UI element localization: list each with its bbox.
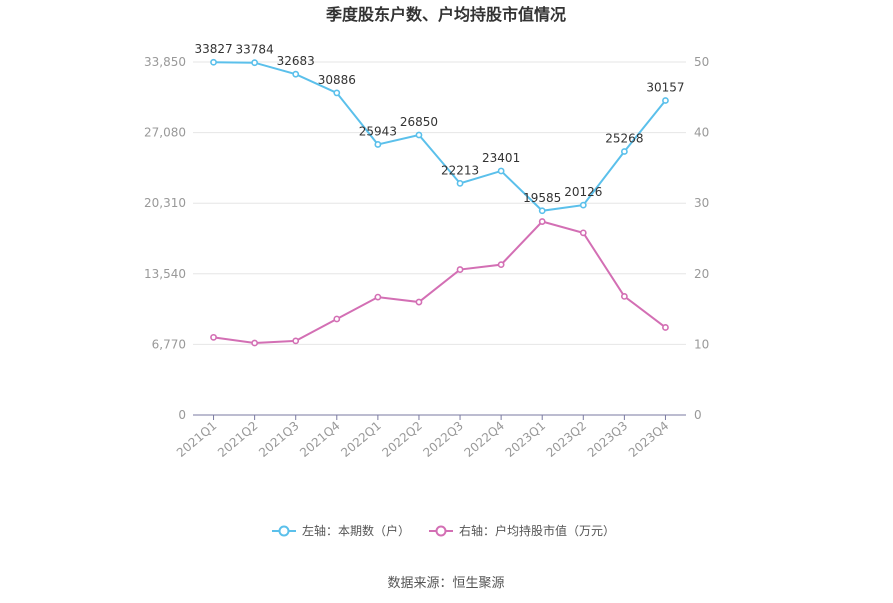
series-point-1[interactable] xyxy=(662,97,669,104)
series-point-2[interactable] xyxy=(374,293,382,301)
x-tick-label: 2023Q1 xyxy=(503,419,548,460)
data-label: 22213 xyxy=(441,163,479,177)
x-tick-label: 2022Q4 xyxy=(462,419,507,460)
y-left-tick-label: 27,080 xyxy=(144,126,186,140)
series-point-1[interactable] xyxy=(620,148,628,155)
series-point-1[interactable] xyxy=(333,89,341,97)
y-right-tick-label: 50 xyxy=(694,55,709,69)
x-tick-label: 2023Q3 xyxy=(585,419,630,460)
series-point-1[interactable] xyxy=(251,59,259,67)
legend-item-1[interactable]: 左轴：本期数（户） xyxy=(302,523,410,538)
y-right-tick-label: 0 xyxy=(694,408,702,422)
series-point-1[interactable] xyxy=(538,207,546,215)
x-tick-label: 2022Q3 xyxy=(420,419,465,460)
data-label: 19585 xyxy=(523,191,561,205)
x-tick-label: 2022Q1 xyxy=(338,419,383,460)
data-label: 30157 xyxy=(646,81,684,95)
source-note: 数据来源：恒生聚源 xyxy=(387,576,504,591)
x-tick-label: 2021Q4 xyxy=(297,419,342,460)
series-point-2[interactable] xyxy=(210,333,217,341)
series-point-1[interactable] xyxy=(497,167,505,175)
data-label: 33827 xyxy=(194,42,232,56)
x-tick-label: 2022Q2 xyxy=(379,419,424,460)
y-right-tick-label: 10 xyxy=(694,337,709,351)
series-point-2[interactable] xyxy=(415,298,423,306)
data-label: 30886 xyxy=(318,73,356,87)
series-point-2[interactable] xyxy=(620,292,628,300)
series-line-1 xyxy=(213,61,667,212)
series-point-2[interactable] xyxy=(251,339,259,347)
data-label: 20126 xyxy=(564,185,602,199)
legend: 左轴：本期数（户） 右轴：户均持股市值（万元） xyxy=(272,523,615,538)
series-point-2[interactable] xyxy=(456,266,464,273)
series-point-1[interactable] xyxy=(292,70,300,78)
chart-title: 季度股东户数、户均持股市值情况 xyxy=(325,5,566,24)
grid-lines xyxy=(193,61,686,345)
y-left-tick-label: 6,770 xyxy=(152,337,186,351)
x-tick-label: 2021Q1 xyxy=(174,419,219,460)
legend-marker xyxy=(435,525,447,537)
y-left-tick-label: 13,540 xyxy=(144,267,186,281)
x-tick-label: 2021Q2 xyxy=(215,419,260,460)
x-tick-label: 2021Q3 xyxy=(256,419,301,460)
series-point-2[interactable] xyxy=(292,337,300,345)
series-point-2[interactable] xyxy=(538,218,546,225)
legend-item-2[interactable]: 右轴：户均持股市值（万元） xyxy=(459,523,615,538)
series-point-1[interactable] xyxy=(579,201,587,209)
series-point-2[interactable] xyxy=(662,324,669,331)
y-left-tick-label: 20,310 xyxy=(144,196,186,210)
y-left-tick-label: 0 xyxy=(178,408,186,422)
data-label: 32683 xyxy=(277,54,315,68)
data-label: 25943 xyxy=(359,124,397,138)
y-right-tick-label: 20 xyxy=(694,267,709,281)
y-right-tick-label: 30 xyxy=(694,196,709,210)
series-point-1[interactable] xyxy=(210,58,217,66)
x-tick-label: 2023Q2 xyxy=(544,419,589,460)
series-point-1[interactable] xyxy=(415,131,423,139)
series-point-1[interactable] xyxy=(456,179,464,187)
series-line-2 xyxy=(213,220,667,344)
x-tick-label: 2023Q4 xyxy=(626,419,671,460)
data-label: 25268 xyxy=(605,131,643,145)
y-right-tick-label: 40 xyxy=(694,126,709,140)
series-point-1[interactable] xyxy=(374,141,382,148)
series-point-2[interactable] xyxy=(333,315,341,323)
legend-marker xyxy=(278,525,290,537)
series-point-2[interactable] xyxy=(579,229,587,237)
data-label: 26850 xyxy=(400,115,438,129)
data-label: 23401 xyxy=(482,151,520,165)
data-label: 33784 xyxy=(236,43,274,57)
series-layer xyxy=(210,58,669,347)
y-left-tick-label: 33,850 xyxy=(144,55,186,69)
series-point-2[interactable] xyxy=(497,261,505,269)
